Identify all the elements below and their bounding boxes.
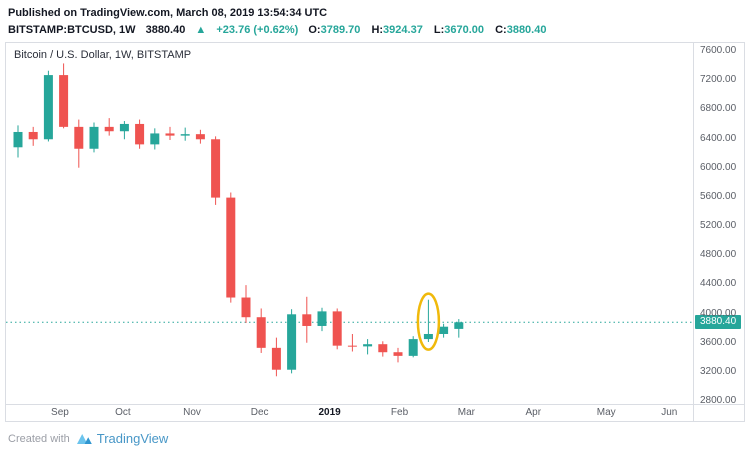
ohlc-open-value: 3789.70 bbox=[320, 24, 361, 36]
ohlc-high-label: H: bbox=[371, 24, 384, 36]
candle bbox=[59, 63, 69, 129]
candle bbox=[347, 333, 357, 352]
chart-legend: Bitcoin / U.S. Dollar, 1W, BITSTAMP bbox=[14, 49, 192, 61]
tradingview-link[interactable]: TradingView bbox=[76, 431, 169, 446]
candle bbox=[180, 127, 190, 141]
candle bbox=[135, 119, 145, 149]
price-axis-label: 4400.00 bbox=[700, 278, 737, 290]
candle bbox=[256, 308, 266, 353]
ohlc-low-label: L: bbox=[433, 24, 445, 36]
symbol-interval: BITSTAMP:BTCUSD, 1W bbox=[8, 24, 136, 36]
candle bbox=[332, 308, 342, 350]
price-axis-label: 2800.00 bbox=[700, 395, 737, 407]
time-axis-label: Mar bbox=[457, 407, 476, 418]
time-axis[interactable]: Sep Oct Nov Dec 2019 Feb Mar Apr May Jun bbox=[6, 404, 744, 421]
price-axis-label: 3200.00 bbox=[700, 365, 737, 377]
candle bbox=[454, 319, 464, 338]
candle bbox=[241, 285, 251, 324]
candle bbox=[165, 126, 175, 140]
ohlc-open-label: O: bbox=[308, 24, 321, 36]
candle bbox=[211, 136, 221, 205]
candle bbox=[378, 341, 388, 357]
created-with-text: Created with bbox=[8, 432, 70, 445]
time-axis-label: Jun bbox=[661, 407, 678, 418]
plot-area[interactable]: Bitcoin / U.S. Dollar, 1W, BITSTAMP bbox=[6, 43, 693, 404]
ohlc-high: H:3924.37 bbox=[371, 24, 422, 36]
price-axis-label: 7600.00 bbox=[700, 45, 737, 57]
candle bbox=[43, 70, 53, 142]
published-line: Published on TradingView.com, March 08, … bbox=[8, 7, 328, 19]
time-axis-label: Oct bbox=[115, 407, 131, 418]
last-price-tag: 3880.40 bbox=[695, 315, 741, 330]
ohlc-low-value: 3670.00 bbox=[444, 24, 485, 36]
candle bbox=[89, 122, 99, 153]
candle bbox=[271, 337, 281, 377]
ohlc-close-value: 3880.40 bbox=[506, 24, 547, 36]
price-axis-label: 5200.00 bbox=[700, 220, 737, 232]
candle bbox=[226, 192, 236, 303]
time-axis-label: Dec bbox=[250, 407, 269, 418]
tradingview-logo-icon bbox=[76, 434, 92, 444]
candle bbox=[423, 299, 433, 343]
ohlc-high-value: 3924.37 bbox=[383, 24, 423, 36]
footer: Created with TradingView bbox=[0, 422, 750, 446]
time-axis-label: Nov bbox=[183, 407, 201, 418]
price-axis-label: 5600.00 bbox=[700, 190, 737, 202]
candle bbox=[150, 128, 160, 150]
ohlc-low: L:3670.00 bbox=[434, 24, 484, 36]
candle bbox=[393, 347, 403, 363]
change-arrow-icon: ▲ bbox=[195, 24, 207, 36]
candle bbox=[74, 119, 84, 168]
ohlc-open: O:3789.70 bbox=[308, 24, 360, 36]
highlight-ellipse bbox=[416, 292, 441, 351]
time-axis-label: Apr bbox=[525, 407, 542, 418]
candles-svg[interactable] bbox=[6, 43, 693, 404]
time-axis-label: May bbox=[596, 407, 616, 418]
candle bbox=[302, 296, 312, 343]
time-axis-label: 2019 bbox=[318, 407, 341, 418]
candle bbox=[119, 121, 129, 140]
candle bbox=[439, 323, 449, 338]
chart-container: Bitcoin / U.S. Dollar, 1W, BITSTAMP 3880… bbox=[5, 42, 745, 422]
price-axis-label: 6000.00 bbox=[700, 161, 737, 173]
ohlc-close-label: C: bbox=[495, 24, 507, 36]
candle bbox=[13, 125, 23, 158]
price-axis-label: 4000.00 bbox=[700, 307, 737, 319]
candle bbox=[287, 309, 297, 374]
quote-line: BITSTAMP:BTCUSD, 1W 3880.40 ▲ +23.76 (+0… bbox=[8, 22, 742, 38]
last-price: 3880.40 bbox=[145, 24, 186, 36]
tradingview-brand-text: TradingView bbox=[96, 431, 169, 446]
header: Published on TradingView.com, March 08, … bbox=[0, 0, 750, 42]
candle bbox=[363, 339, 373, 355]
candle bbox=[28, 126, 38, 146]
candle bbox=[104, 118, 114, 136]
candle bbox=[408, 336, 418, 358]
candle bbox=[195, 129, 205, 144]
price-change: +23.76 (+0.62%) bbox=[216, 24, 299, 36]
price-axis-label: 6400.00 bbox=[700, 132, 737, 144]
time-axis-label: Sep bbox=[51, 407, 69, 418]
candle bbox=[317, 307, 327, 332]
price-axis-label: 7200.00 bbox=[700, 74, 737, 86]
price-axis-label: 6800.00 bbox=[700, 103, 737, 115]
price-axis[interactable]: 3880.40 7600.00 7200.00 6800.00 6400.00 6000… bbox=[693, 43, 744, 421]
ohlc-close: C:3880.40 bbox=[495, 24, 546, 36]
price-axis-label: 4800.00 bbox=[700, 249, 737, 261]
time-axis-label: Feb bbox=[390, 407, 409, 418]
price-axis-label: 3600.00 bbox=[700, 336, 737, 348]
